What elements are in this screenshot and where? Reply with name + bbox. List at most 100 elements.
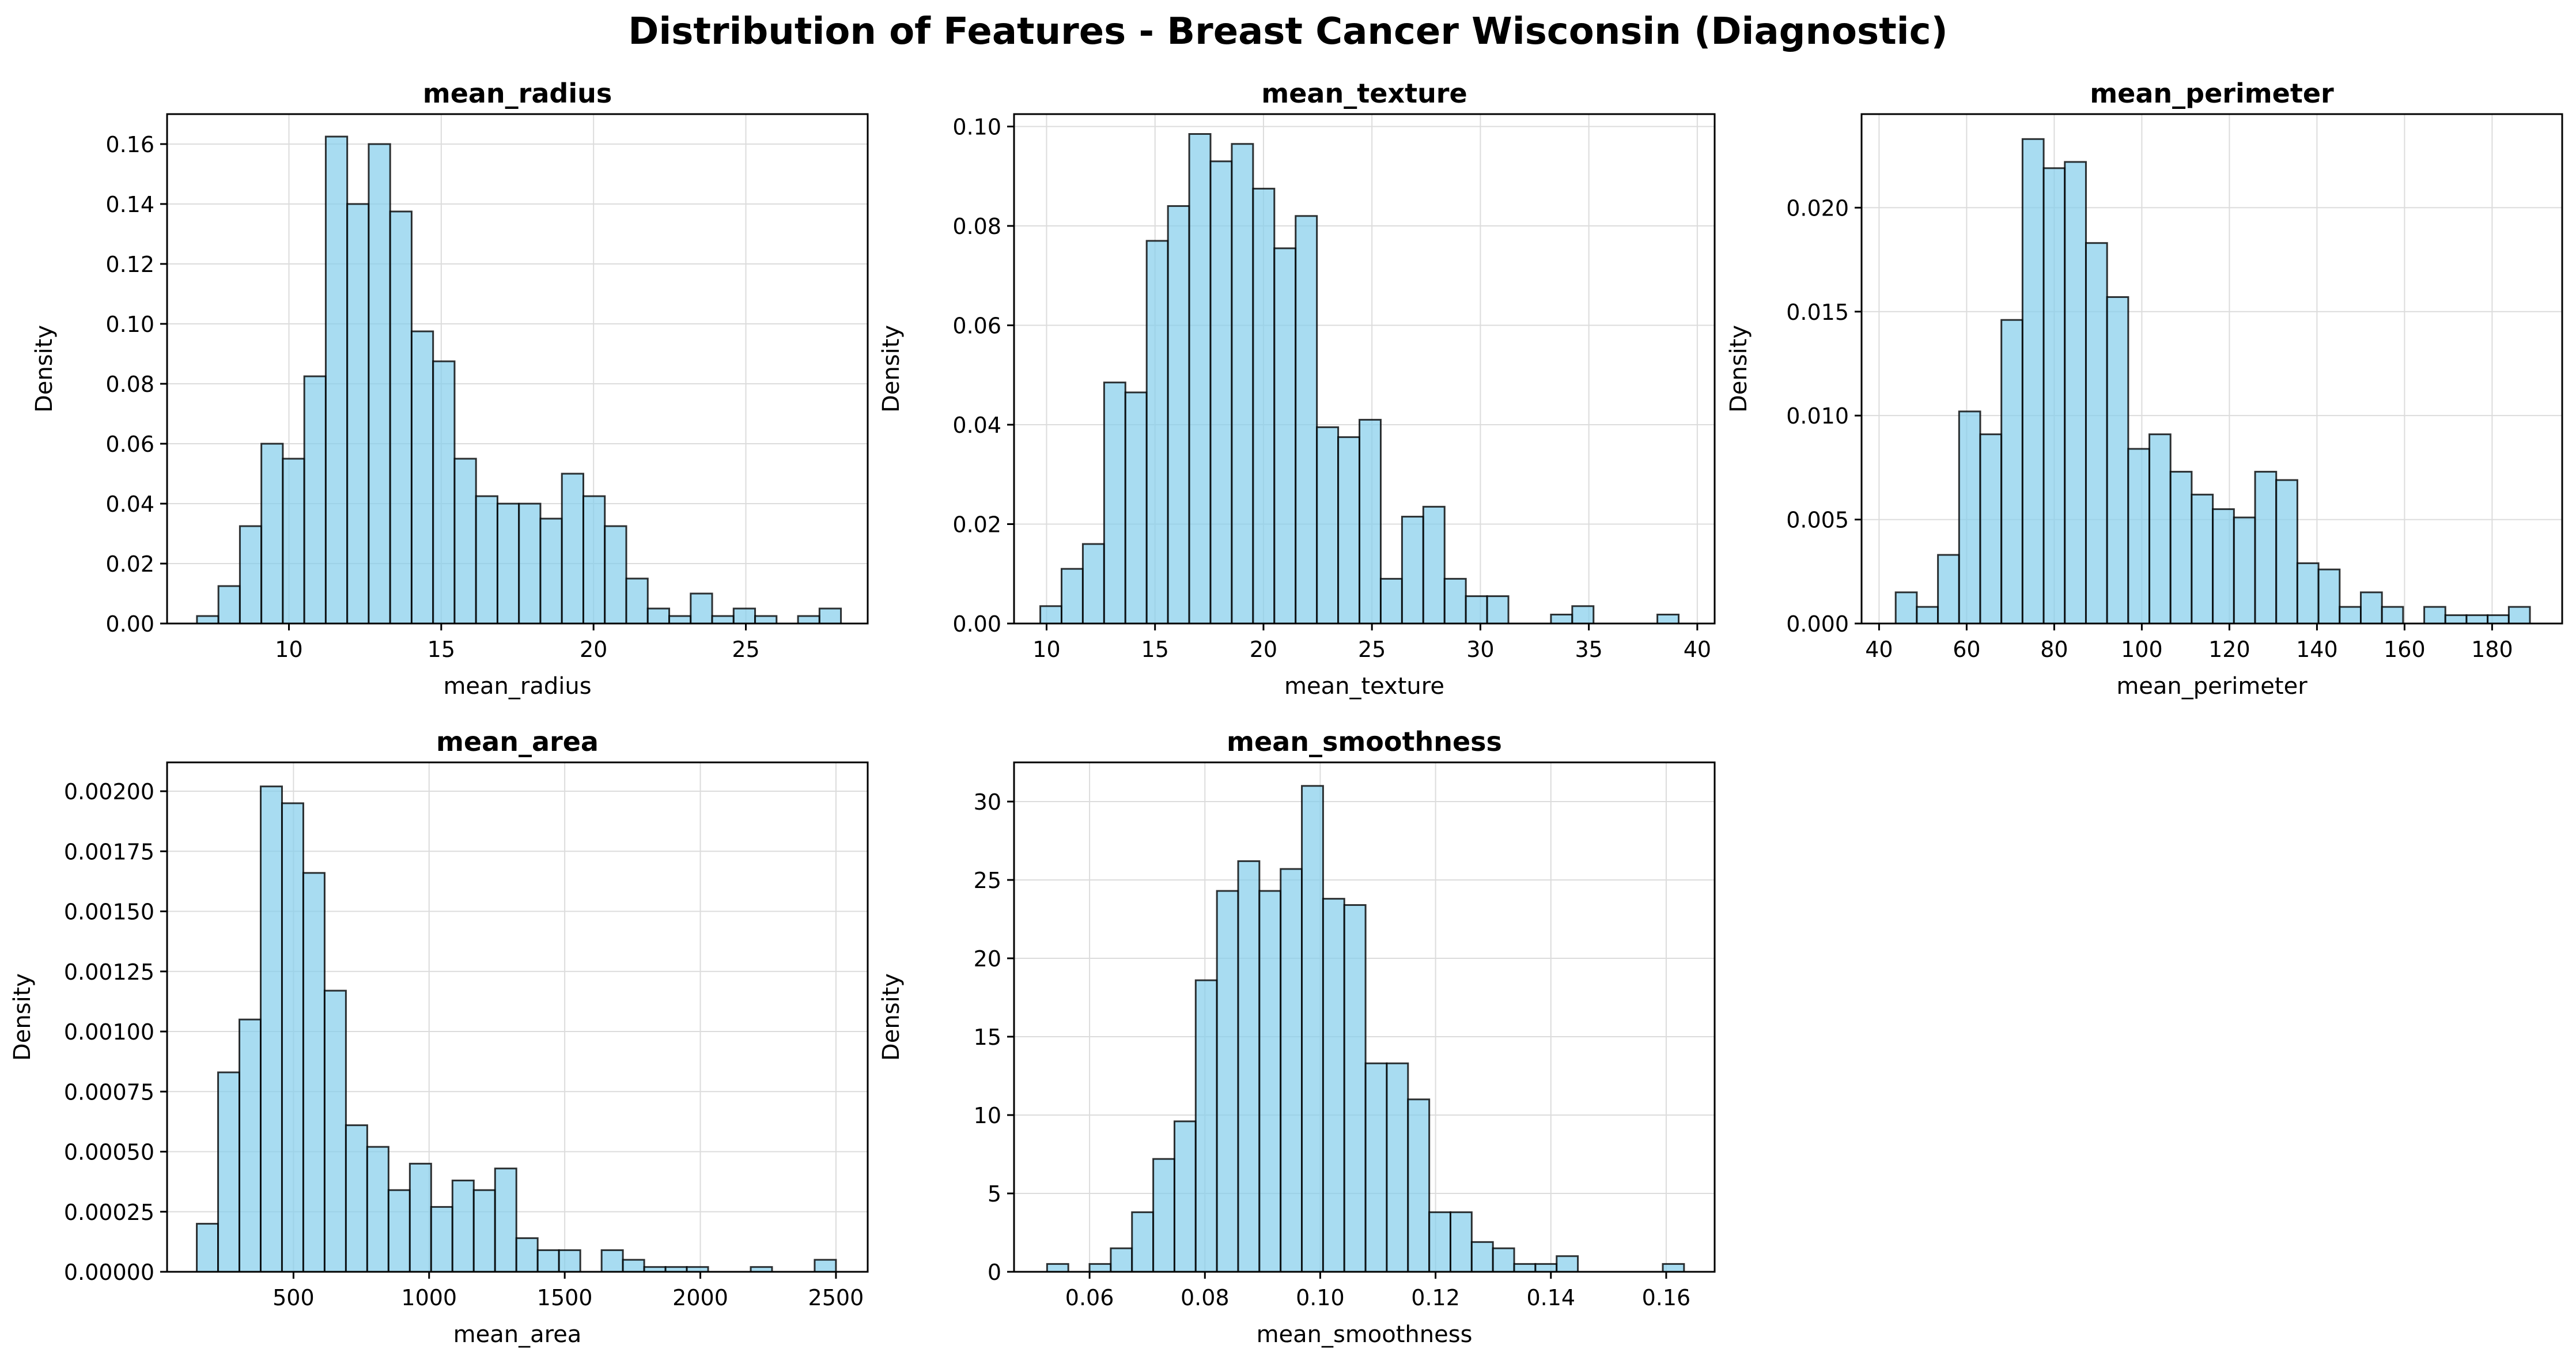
x-tick-label: 0.08	[1181, 1285, 1230, 1310]
histogram-bar	[1470, 1241, 1494, 1273]
histogram-bar	[451, 1180, 475, 1273]
histogram-bar	[1958, 410, 1981, 625]
histogram-bar	[1443, 577, 1467, 625]
histogram-bar	[472, 1189, 496, 1273]
histogram-bar	[2085, 242, 2108, 625]
histogram-bar	[515, 1237, 539, 1273]
y-axis-label: Density	[9, 973, 36, 1061]
histogram-bar	[622, 1259, 645, 1273]
histogram-bar	[2000, 319, 2023, 625]
histogram-bar	[2339, 606, 2362, 625]
histogram-bar	[1188, 133, 1212, 625]
histogram-bar	[1039, 605, 1062, 625]
histogram-bar	[1124, 391, 1148, 625]
y-tick-label: 0.020	[1786, 195, 1849, 221]
x-tick-label: 2500	[808, 1285, 864, 1310]
histogram-bar	[1534, 1263, 1558, 1273]
histogram-bar	[690, 592, 713, 625]
histogram-bar	[1401, 516, 1424, 625]
subplot-mean-area: 0.00000 0.00025 0.00050 0.00075 0.00100 0.001…	[9, 726, 869, 1348]
histogram-bar	[303, 375, 327, 625]
histogram-bar	[1337, 436, 1361, 625]
x-tick-label: 0.10	[1296, 1285, 1345, 1310]
histogram-bar	[1194, 979, 1218, 1273]
histogram-bar	[2191, 493, 2214, 625]
histogram-bar	[1258, 890, 1282, 1273]
axes-frame	[166, 761, 869, 1273]
histogram-bar	[1173, 1120, 1197, 1273]
subplot-title: mean_smoothness	[1227, 726, 1502, 757]
histogram-bar	[814, 1259, 837, 1273]
histogram-bar	[754, 615, 778, 625]
x-tick-label: 160	[2384, 637, 2426, 662]
histogram-bar	[1894, 591, 1918, 625]
y-tick-label: 0.06	[952, 313, 1001, 339]
histogram-bar	[1428, 1211, 1452, 1273]
x-axis-label: mean_smoothness	[1257, 1321, 1473, 1348]
x-tick-label: 1500	[537, 1285, 593, 1310]
histogram-bar	[1486, 595, 1510, 625]
histogram-bar	[2444, 614, 2468, 625]
y-tick-label: 0.16	[105, 132, 154, 157]
x-tick-label: 0.06	[1065, 1285, 1114, 1310]
y-axis-label: Density	[1726, 325, 1752, 413]
histogram-bar	[1656, 613, 1680, 625]
histogram-bar	[453, 458, 477, 625]
histogram-bar	[1252, 187, 1276, 625]
x-tick-label: 20	[1250, 637, 1277, 662]
histogram-bar	[711, 615, 735, 625]
y-tick-label: 0.02	[952, 512, 1001, 538]
axes-frame	[166, 113, 869, 625]
x-tick-label: 60	[1953, 637, 1980, 662]
x-tick-label: 40	[1684, 637, 1711, 662]
histogram-bar	[1046, 1263, 1069, 1273]
histogram-bar	[281, 802, 304, 1273]
histogram-bar	[1450, 1211, 1473, 1273]
histogram-bar	[646, 607, 671, 625]
histogram-bar	[259, 785, 283, 1273]
axes-frame	[1013, 761, 1716, 1273]
histogram-bar	[2254, 471, 2278, 625]
y-axis-label: Density	[878, 973, 905, 1061]
y-tick-label: 0.005	[1786, 508, 1849, 533]
histogram-bar	[430, 1206, 453, 1273]
y-tick-label: 0.015	[1786, 300, 1849, 325]
histogram-bar	[387, 1189, 411, 1273]
histogram-bar	[539, 517, 563, 625]
histogram-bar	[368, 143, 391, 625]
y-tick-label: 0.06	[105, 432, 154, 457]
histogram-bar	[217, 1071, 241, 1273]
histogram-bar	[2169, 471, 2193, 625]
y-tick-label: 0.04	[105, 492, 154, 517]
y-axis-label: Density	[31, 325, 58, 413]
x-tick-label: 15	[1141, 637, 1169, 662]
histogram-bar	[1167, 205, 1190, 625]
subplot-mean-perimeter: 0.000 0.005 0.010 0.015 0.020 40 60 80 100 120 140…	[1726, 78, 2563, 700]
y-tick-label: 15	[974, 1025, 1001, 1050]
histogram-bar	[561, 473, 584, 625]
histogram-bar	[1209, 160, 1233, 625]
histogram-bar	[2042, 167, 2066, 625]
x-tick-label: 10	[1032, 637, 1060, 662]
histogram-bar	[1465, 595, 1488, 625]
histogram-bar	[2423, 606, 2446, 625]
x-tick-label: 80	[2040, 637, 2068, 662]
histogram-bar	[1937, 554, 1960, 625]
histogram-bar	[2317, 568, 2341, 625]
histogram-bar	[432, 360, 456, 625]
histogram-bar	[625, 577, 649, 625]
y-tick-label: 0.08	[105, 372, 154, 397]
subplot-mean-texture: 0.00 0.02 0.04 0.06 0.08 0.10 10 15 20 25 30 35 40 me…	[878, 78, 1716, 700]
histogram-bar	[2064, 161, 2087, 625]
histogram-bar	[239, 525, 263, 625]
histogram-bar	[260, 443, 284, 625]
histogram-bar	[2233, 516, 2256, 625]
histogram-bar	[1422, 505, 1446, 625]
y-tick-label: 0.10	[105, 312, 154, 337]
histogram-bar	[558, 1249, 581, 1273]
histogram-bar	[1088, 1263, 1112, 1273]
y-tick-label: 0.02	[105, 551, 154, 577]
histogram-bar	[1152, 1158, 1175, 1273]
histogram-bar	[2296, 562, 2320, 625]
